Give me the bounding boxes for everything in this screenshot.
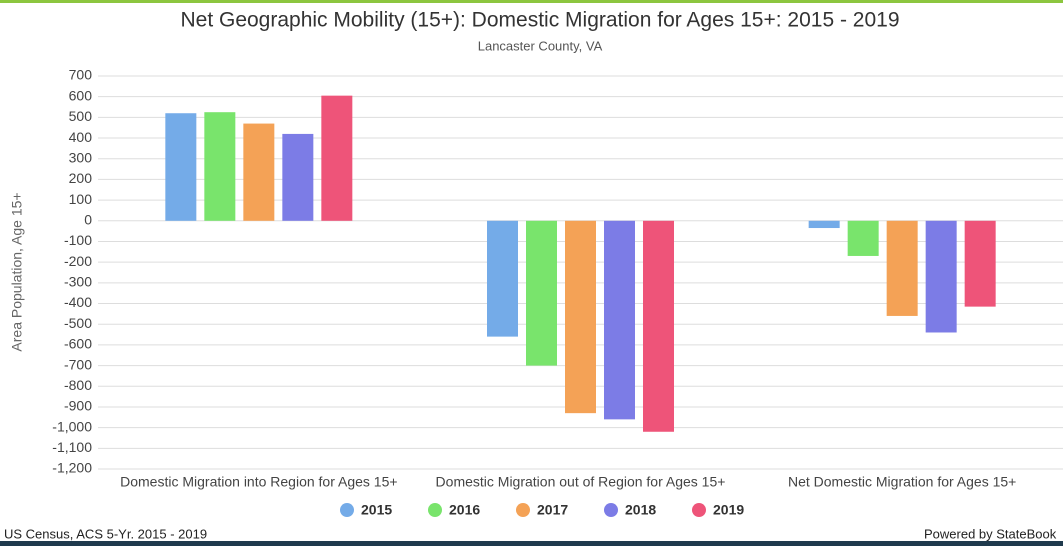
bar (964, 220, 996, 307)
y-tick-label: -100 (64, 232, 92, 248)
y-tick-label: 300 (69, 149, 93, 165)
bar (487, 220, 518, 337)
bar (925, 220, 957, 333)
bar (886, 220, 918, 316)
bar (847, 220, 879, 256)
legend-marker (340, 503, 354, 517)
y-tick-label: -600 (64, 336, 92, 352)
y-tick-label: -1,000 (52, 418, 92, 434)
y-tick-label: -800 (64, 377, 92, 393)
y-tick-label: -900 (64, 398, 92, 414)
y-tick-label: 400 (69, 129, 93, 145)
bar (204, 112, 236, 221)
legend-label: 2019 (713, 502, 744, 518)
legend-marker (692, 503, 706, 517)
y-tick-label: -200 (64, 253, 92, 269)
legend-label: 2017 (537, 502, 568, 518)
legend-marker (428, 503, 442, 517)
x-tick-label: Net Domestic Migration for Ages 15+ (788, 474, 1016, 490)
x-tick-label: Domestic Migration into Region for Ages … (120, 474, 397, 490)
top-bar (0, 0, 1063, 3)
bar (604, 220, 635, 420)
bar (243, 123, 275, 221)
x-tick-label: Domestic Migration out of Region for Age… (436, 474, 726, 490)
legend-label: 2015 (361, 502, 392, 518)
bar (321, 95, 353, 221)
bar (808, 220, 840, 229)
y-tick-label: 100 (69, 191, 93, 207)
legend-marker (604, 503, 618, 517)
bar (526, 220, 557, 366)
legend-marker (516, 503, 530, 517)
y-tick-label: 700 (69, 67, 93, 83)
y-tick-label: 500 (69, 108, 93, 124)
chart-title: Net Geographic Mobility (15+): Domestic … (180, 9, 899, 32)
y-tick-label: -1,100 (52, 439, 92, 455)
y-tick-label: 600 (69, 87, 93, 103)
y-tick-label: -300 (64, 274, 92, 290)
y-tick-label: -1,200 (52, 460, 92, 476)
y-axis-label: Area Population, Age 15+ (9, 192, 25, 351)
y-tick-label: 0 (84, 211, 92, 227)
y-tick-label: -500 (64, 315, 92, 331)
chart-subtitle: Lancaster County, VA (478, 38, 603, 53)
bar (643, 220, 674, 432)
legend-label: 2018 (625, 502, 656, 518)
source: US Census, ACS 5-Yr. 2015 - 2019 (4, 526, 207, 541)
y-tick-label: -700 (64, 356, 92, 372)
y-tick-label: 200 (69, 170, 93, 186)
legend-label: 2016 (449, 502, 480, 518)
credit: Powered by StateBook (924, 526, 1057, 541)
bar (282, 133, 314, 221)
bar (165, 113, 197, 221)
bottom-bar (0, 541, 1063, 546)
y-tick-label: -400 (64, 294, 92, 310)
bar (565, 220, 596, 414)
